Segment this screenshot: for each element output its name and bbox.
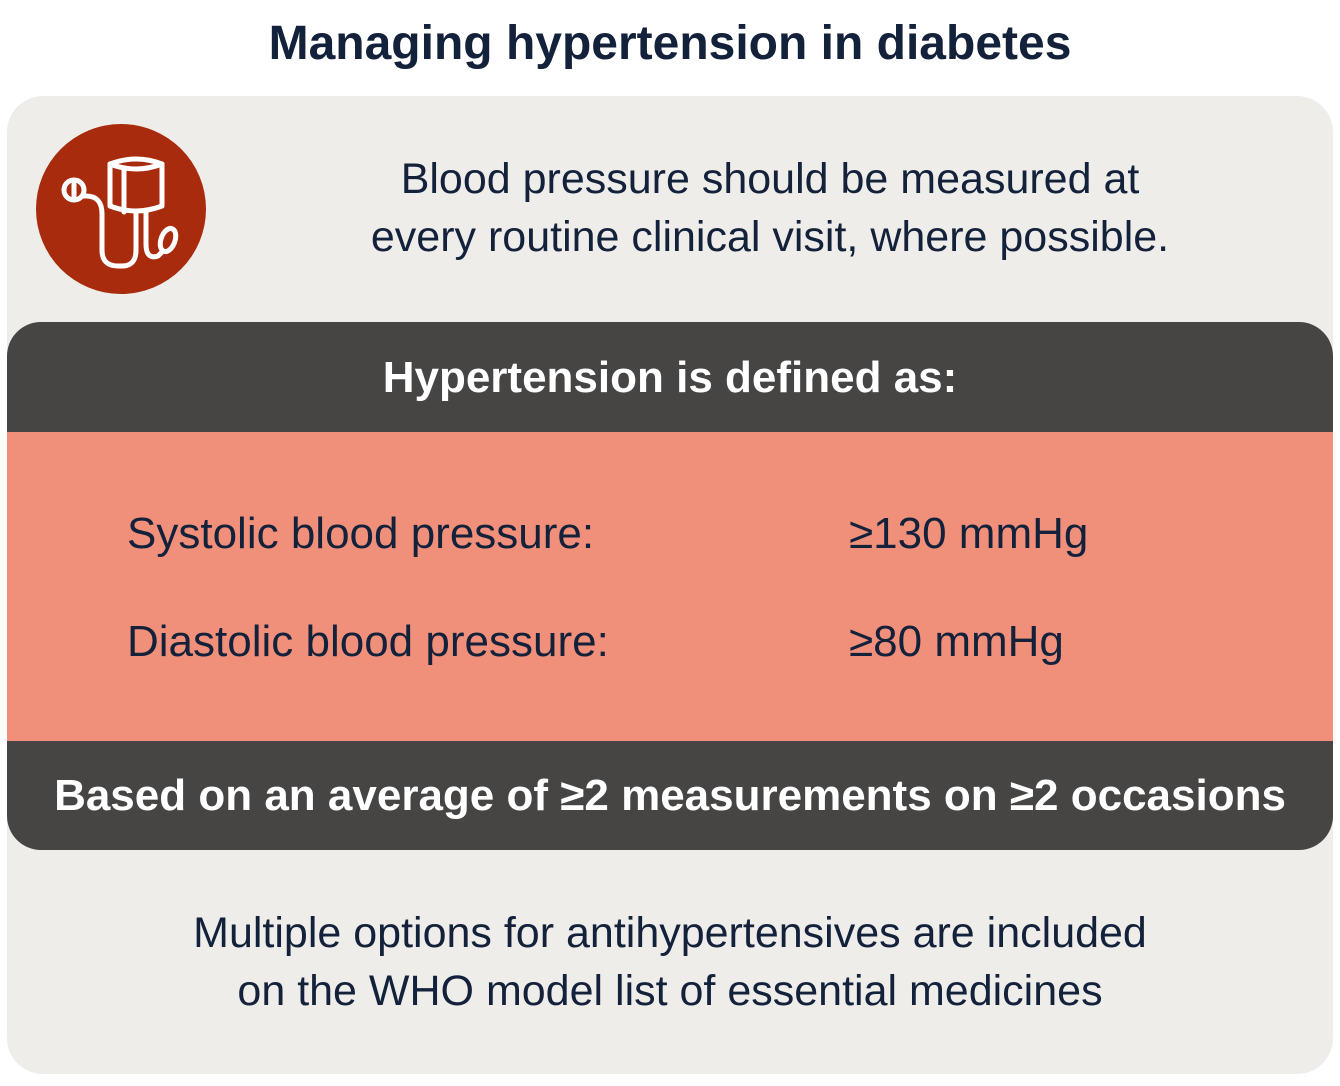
diastolic-row: Diastolic blood pressure: ≥80 mmHg: [7, 612, 1333, 672]
measurement-note: Blood pressure should be measured at eve…: [230, 150, 1310, 266]
measurement-note-line-2: every routine clinical visit, where poss…: [370, 213, 1170, 261]
definition-criteria: Systolic blood pressure: ≥130 mmHg Diast…: [7, 432, 1333, 741]
measurement-note-line-1: Blood pressure should be measured at: [400, 155, 1140, 203]
page-title: Managing hypertension in diabetes: [268, 17, 1072, 70]
diastolic-label: Diastolic blood pressure:: [127, 617, 609, 666]
systolic-value: ≥130 mmHg: [849, 509, 1089, 558]
medicines-note-line-1: Multiple options for antihypertensives a…: [193, 909, 1147, 957]
medicines-note: Multiple options for antihypertensives a…: [0, 904, 1340, 1020]
medicines-note-line-2: on the WHO model list of essential medic…: [237, 967, 1103, 1015]
definition-footer: Based on an average of ≥2 measurements o…: [54, 771, 1286, 820]
systolic-label: Systolic blood pressure:: [127, 509, 595, 558]
blood-pressure-monitor-icon: [36, 124, 206, 294]
systolic-row: Systolic blood pressure: ≥130 mmHg: [7, 504, 1333, 564]
definition-header: Hypertension is defined as:: [382, 353, 958, 402]
diastolic-value: ≥80 mmHg: [849, 617, 1064, 666]
definition-panel: Hypertension is defined as: Systolic blo…: [7, 322, 1333, 850]
